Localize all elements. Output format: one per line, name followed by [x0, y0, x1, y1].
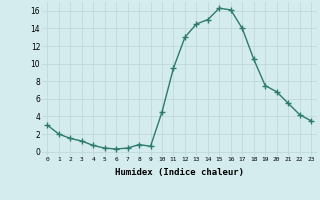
X-axis label: Humidex (Indice chaleur): Humidex (Indice chaleur) — [115, 168, 244, 177]
